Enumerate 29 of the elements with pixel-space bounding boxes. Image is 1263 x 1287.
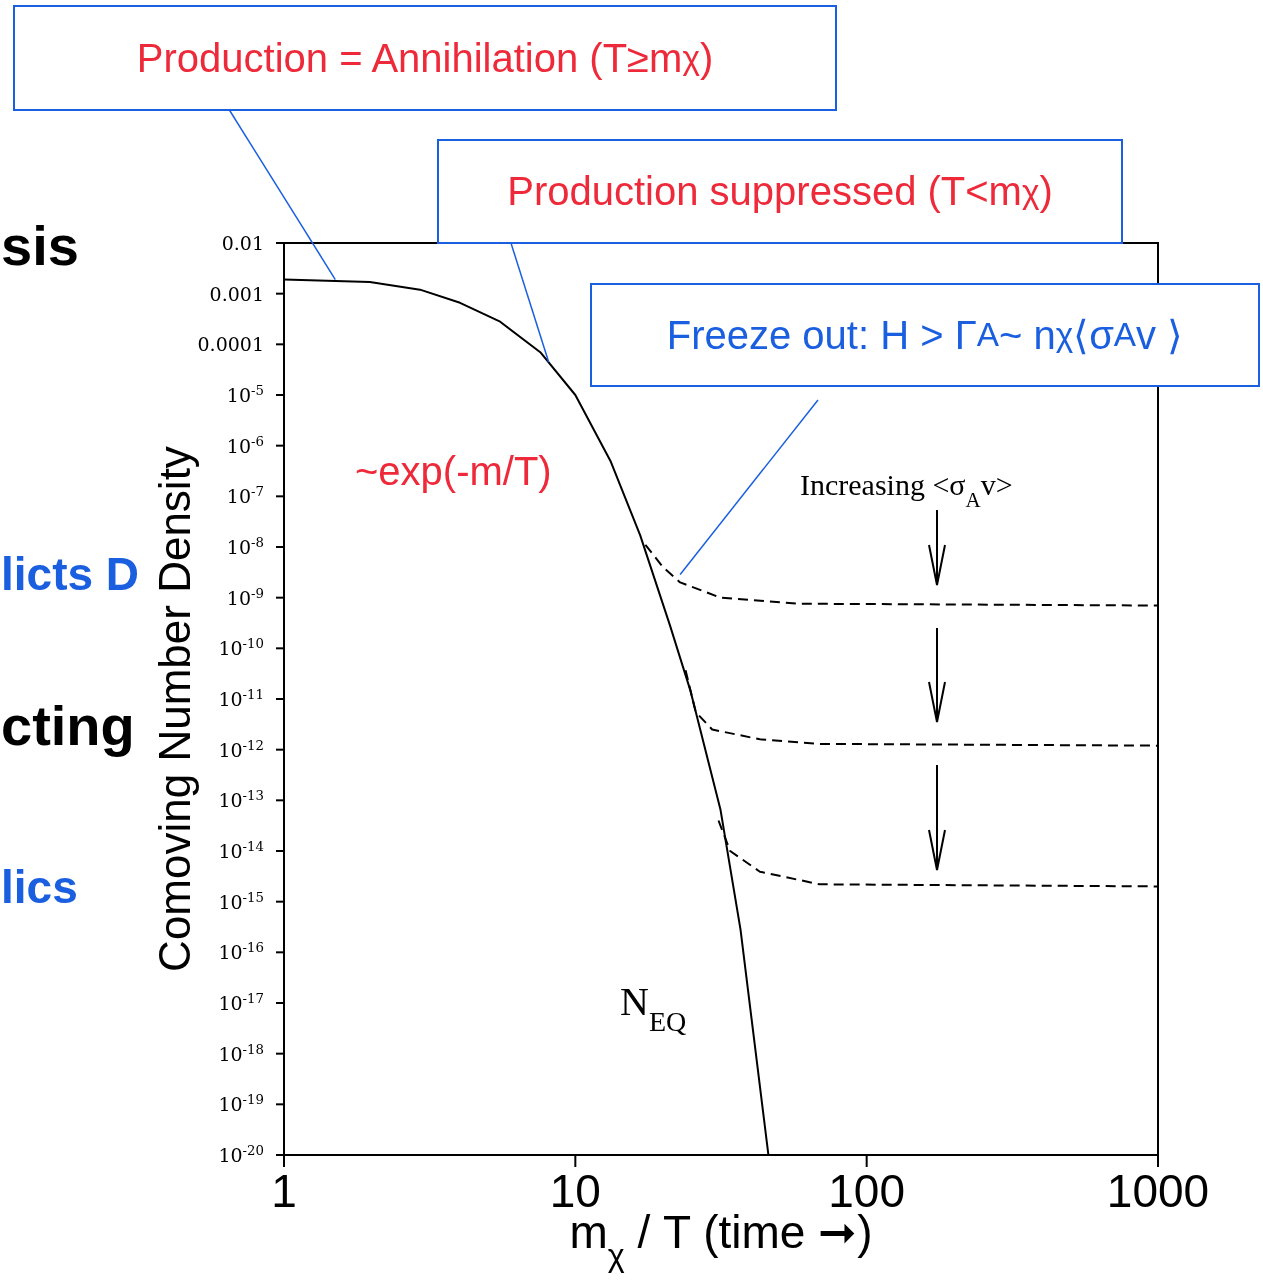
x-tick-label: 1 [271,1165,297,1217]
text: cting [1,694,135,757]
y-tick-label: 10$^{-20}$ [218,1142,264,1166]
annotation: Increasing <σ$_{A}$v> [800,468,1013,512]
series-label: N$_{EQ}$ [620,979,687,1037]
y-tick-label: 10$^{-11}$ [218,686,264,710]
y-axis-title: Comoving Number Density [150,446,199,972]
text: lics [1,861,78,913]
x-tick-label: 1000 [1106,1165,1210,1217]
y-tick-label: 10$^{-7}$ [226,483,264,508]
y-tick-label: 10$^{-5}$ [226,382,264,406]
y-tick-label: 10$^{-6}$ [226,433,264,457]
text: sis [1,214,79,277]
y-tick-label: 0.001 [209,282,264,305]
y-tick-label: 0.01 [221,232,264,254]
annotation: ~exp(-m/T) [355,449,552,493]
y-tick-label: 10$^{-19}$ [218,1091,264,1116]
y-tick-label: 10$^{-17}$ [218,990,264,1014]
y-tick-label: 10$^{-15}$ [218,889,264,913]
text: licts D [1,548,140,600]
y-tick-label: 10$^{-8}$ [226,534,264,558]
y-tick-label: 10$^{-14}$ [218,838,264,862]
y-tick-label: 10$^{-13}$ [218,787,264,812]
y-tick-label: 10$^{-10}$ [218,635,264,660]
y-tick-label: 10$^{-12}$ [218,737,264,761]
y-tick-label: 10$^{-16}$ [218,939,264,964]
y-tick-label: 10$^{-9}$ [226,585,264,609]
y-tick-label: 0.0001 [197,333,264,356]
y-tick-label: 10$^{-18}$ [218,1041,264,1065]
